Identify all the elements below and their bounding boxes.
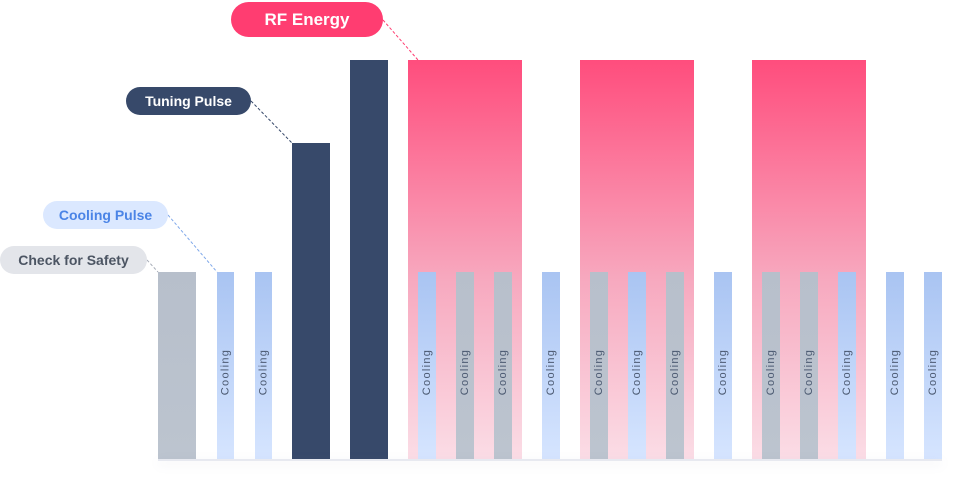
tuning-pulse-label: Tuning Pulse [126, 87, 251, 115]
cooling-bar-label: Cooling [258, 349, 270, 395]
cooling-bar-gray [456, 272, 474, 460]
cooling-bar [418, 272, 436, 460]
cooling-bar-label: Cooling [593, 349, 605, 395]
tuning-leader-line [250, 100, 293, 144]
cooling-bar [628, 272, 646, 460]
safety-check-bar [158, 272, 196, 460]
rf-energy-windows [408, 60, 866, 460]
leader-lines [146, 19, 419, 273]
check-for-safety-label: Check for Safety [0, 246, 147, 274]
cooling-bar [542, 272, 560, 460]
rf-leader-line [382, 19, 419, 61]
cooling-bar [924, 272, 942, 460]
cooling-bar [714, 272, 732, 460]
cooling-bar-label: Cooling [631, 349, 643, 395]
cooling-bar-gray [800, 272, 818, 460]
cooling-bar-label: Cooling [669, 349, 681, 395]
cooling-bar [886, 272, 904, 460]
rf-energy-label: RF Energy [231, 2, 383, 37]
cooling-bar-label: Cooling [889, 349, 901, 395]
cooling-leader-line [167, 214, 218, 273]
cooling-bar-label: Cooling [421, 349, 433, 395]
safety-leader-line [146, 259, 159, 273]
cooling-bar-gray [590, 272, 608, 460]
cooling-pulse-label: Cooling Pulse [43, 201, 168, 229]
cooling-bar-label: Cooling [841, 349, 853, 395]
cooling-bar [255, 272, 272, 460]
cooling-bar-label: Cooling [497, 349, 509, 395]
cooling-bar-label: Cooling [545, 349, 557, 395]
cooling-bar-label: Cooling [220, 349, 232, 395]
bar-labels: Cooling Cooling Cooling Cooling Cooling Cooli… [220, 349, 940, 395]
tuning-pulse-bar [350, 60, 388, 460]
cooling-bar-label: Cooling [459, 349, 471, 395]
cooling-bar-label: Cooling [765, 349, 777, 395]
cooling-bar-gray [494, 272, 512, 460]
cooling-bar-label: Cooling [803, 349, 815, 395]
baseline-floor [158, 459, 942, 461]
cooling-bar-label: Cooling [717, 349, 729, 395]
cooling-bar-gray [762, 272, 780, 460]
cooling-bar [838, 272, 856, 460]
cooling-bar [217, 272, 234, 460]
cooling-bar-gray [666, 272, 684, 460]
pulse-bars [158, 60, 942, 460]
cooling-bar-label: Cooling [927, 349, 939, 395]
tuning-pulse-bar [292, 143, 330, 460]
